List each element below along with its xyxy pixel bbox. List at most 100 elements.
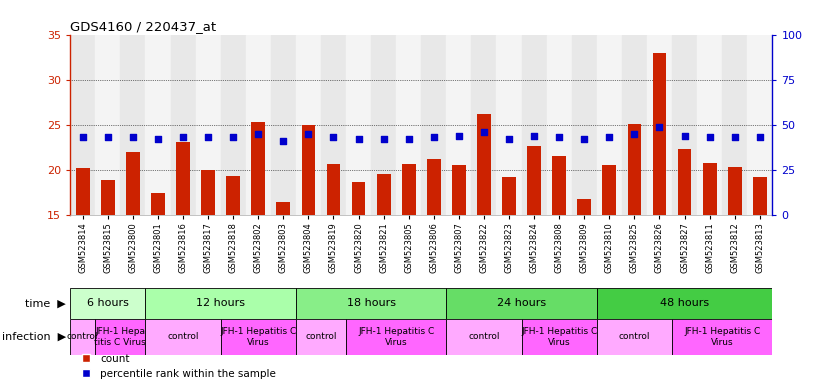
Bar [70, 35, 95, 215]
Point [453, 132, 466, 139]
Bar [145, 288, 296, 319]
Bar [95, 319, 145, 355]
Text: infection  ▶: infection ▶ [2, 332, 66, 342]
Bar [326, 164, 340, 215]
Point [553, 134, 566, 141]
Bar [647, 35, 672, 215]
Bar [728, 167, 742, 215]
Bar [677, 149, 691, 215]
Text: 24 hours: 24 hours [497, 298, 546, 308]
Bar [196, 35, 221, 215]
Text: JFH-1 Hepatitis C
Virus: JFH-1 Hepatitis C Virus [684, 327, 760, 347]
Point [528, 132, 541, 139]
Bar [145, 319, 221, 355]
Point [177, 134, 190, 141]
Point [126, 134, 140, 141]
Bar [151, 194, 165, 215]
Bar [597, 288, 772, 319]
Bar [277, 202, 290, 215]
Text: time  ▶: time ▶ [26, 298, 66, 308]
Bar [602, 166, 616, 215]
Text: 12 hours: 12 hours [196, 298, 245, 308]
Bar [226, 176, 240, 215]
Text: JFH-1 Hepatitis C
Virus: JFH-1 Hepatitis C Virus [521, 327, 597, 347]
Bar [145, 35, 170, 215]
Bar [95, 35, 121, 215]
Text: control: control [168, 333, 199, 341]
Point [427, 134, 440, 141]
Point [603, 134, 616, 141]
Bar [101, 180, 115, 215]
Bar [377, 174, 391, 215]
Point [102, 134, 115, 141]
Bar [346, 319, 446, 355]
Bar [176, 142, 190, 215]
Point [577, 136, 591, 142]
Bar [246, 35, 271, 215]
Bar [502, 177, 516, 215]
Text: JFH-1 Hepatitis C
Virus: JFH-1 Hepatitis C Virus [221, 327, 297, 347]
Bar [371, 35, 396, 215]
Bar [271, 35, 296, 215]
Point [226, 134, 240, 141]
Text: GDS4160 / 220437_at: GDS4160 / 220437_at [70, 20, 216, 33]
Point [277, 138, 290, 144]
Point [252, 131, 265, 137]
Bar [421, 35, 446, 215]
Bar [477, 114, 491, 215]
Bar [352, 182, 365, 215]
Point [151, 136, 164, 142]
Bar [697, 35, 722, 215]
Text: control: control [306, 333, 337, 341]
Point [728, 134, 741, 141]
Bar [70, 319, 95, 355]
Bar [703, 163, 716, 215]
Point [628, 131, 641, 137]
Bar [452, 164, 466, 215]
Bar [672, 35, 697, 215]
Text: control: control [67, 333, 98, 341]
Text: control: control [619, 333, 650, 341]
Bar [76, 168, 90, 215]
Point [477, 129, 491, 135]
Point [301, 131, 315, 137]
Bar [70, 288, 145, 319]
Text: 18 hours: 18 hours [347, 298, 396, 308]
Bar [427, 159, 441, 215]
Point [377, 136, 390, 142]
Bar [296, 35, 321, 215]
Bar [126, 152, 140, 215]
Point [678, 132, 691, 139]
Bar [553, 156, 566, 215]
Bar [628, 124, 641, 215]
Bar [597, 35, 622, 215]
Point [202, 134, 215, 141]
Bar [752, 177, 767, 215]
Bar [346, 35, 371, 215]
Bar [496, 35, 521, 215]
Bar [202, 170, 215, 215]
Bar [622, 35, 647, 215]
Point [76, 134, 89, 141]
Text: JFH-1 Hepatitis C
Virus: JFH-1 Hepatitis C Virus [358, 327, 434, 347]
Legend: count, percentile rank within the sample: count, percentile rank within the sample [75, 354, 276, 379]
Bar [321, 35, 346, 215]
Bar [296, 319, 346, 355]
Point [327, 134, 340, 141]
Bar [547, 35, 572, 215]
Text: JFH-1 Hepa
titis C Virus: JFH-1 Hepa titis C Virus [94, 327, 146, 347]
Bar [446, 288, 596, 319]
Bar [472, 35, 496, 215]
Point [352, 136, 365, 142]
Bar [121, 35, 145, 215]
Bar [653, 53, 667, 215]
Bar [577, 199, 591, 215]
Bar [722, 35, 748, 215]
Bar [221, 35, 246, 215]
Point [502, 136, 515, 142]
Text: 48 hours: 48 hours [660, 298, 709, 308]
Bar [221, 319, 296, 355]
Bar [597, 319, 672, 355]
Point [653, 124, 666, 130]
Bar [521, 319, 596, 355]
